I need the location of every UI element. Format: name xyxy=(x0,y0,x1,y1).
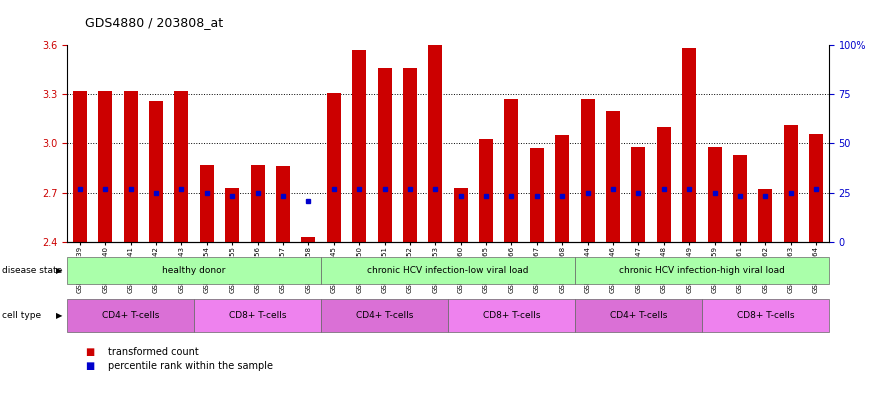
Bar xyxy=(453,187,468,242)
Bar xyxy=(194,299,321,332)
Text: cell type: cell type xyxy=(2,311,41,320)
Text: ▶: ▶ xyxy=(56,311,63,320)
Bar xyxy=(321,299,448,332)
Bar xyxy=(428,45,443,242)
Bar xyxy=(377,68,392,242)
Bar xyxy=(556,135,569,242)
Text: CD8+ T-cells: CD8+ T-cells xyxy=(483,311,540,320)
Bar xyxy=(448,299,575,332)
Bar xyxy=(575,257,829,284)
Bar xyxy=(504,99,519,242)
Text: CD8+ T-cells: CD8+ T-cells xyxy=(737,311,794,320)
Bar xyxy=(251,165,264,242)
Bar xyxy=(784,125,797,242)
Text: CD4+ T-cells: CD4+ T-cells xyxy=(609,311,668,320)
Bar xyxy=(352,50,366,242)
Bar xyxy=(682,48,696,242)
Bar xyxy=(733,155,747,242)
Bar xyxy=(321,257,575,284)
Bar xyxy=(67,257,321,284)
Bar xyxy=(632,147,645,242)
Text: percentile rank within the sample: percentile rank within the sample xyxy=(108,361,272,371)
Bar xyxy=(73,91,87,242)
Bar xyxy=(403,68,417,242)
Text: healthy donor: healthy donor xyxy=(162,266,226,275)
Bar xyxy=(479,138,493,242)
Bar xyxy=(67,299,194,332)
Bar xyxy=(124,91,138,242)
Bar xyxy=(276,166,290,242)
Bar xyxy=(702,299,829,332)
Bar xyxy=(225,187,239,242)
Bar xyxy=(575,299,702,332)
Bar xyxy=(606,111,620,242)
Bar xyxy=(758,189,772,242)
Text: GDS4880 / 203808_at: GDS4880 / 203808_at xyxy=(85,16,223,29)
Text: ■: ■ xyxy=(85,361,94,371)
Bar xyxy=(327,93,340,242)
Bar xyxy=(149,101,163,242)
Bar xyxy=(809,134,823,242)
Text: CD4+ T-cells: CD4+ T-cells xyxy=(102,311,159,320)
Text: disease state: disease state xyxy=(2,266,62,275)
Text: transformed count: transformed count xyxy=(108,347,198,357)
Text: chronic HCV infection-low viral load: chronic HCV infection-low viral load xyxy=(367,266,529,275)
Bar xyxy=(200,165,214,242)
Text: chronic HCV infection-high viral load: chronic HCV infection-high viral load xyxy=(619,266,785,275)
Bar xyxy=(530,148,544,242)
Bar xyxy=(581,99,595,242)
Bar xyxy=(657,127,671,242)
Text: ▶: ▶ xyxy=(56,266,63,275)
Bar xyxy=(99,91,112,242)
Bar xyxy=(301,237,315,242)
Text: CD4+ T-cells: CD4+ T-cells xyxy=(356,311,413,320)
Bar xyxy=(708,147,721,242)
Bar xyxy=(175,91,188,242)
Text: CD8+ T-cells: CD8+ T-cells xyxy=(228,311,287,320)
Text: ■: ■ xyxy=(85,347,94,357)
